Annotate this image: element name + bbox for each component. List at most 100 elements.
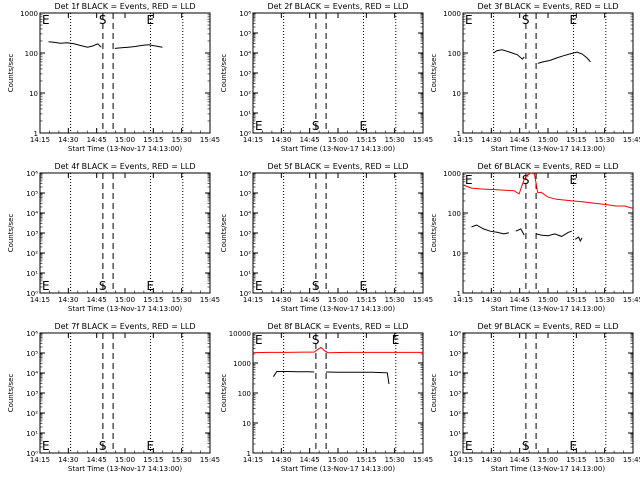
- x-tick-label: 15:45: [623, 456, 640, 464]
- data-series-line: [574, 236, 583, 243]
- x-axis-label: Start Time (13-Nov-17 14:13:00): [68, 465, 182, 473]
- x-tick-label: 14:15: [243, 456, 263, 464]
- y-tick-label: 10¹: [26, 430, 38, 438]
- x-tick-label: 15:45: [200, 456, 220, 464]
- x-tick-label: 15:15: [356, 456, 376, 464]
- x-tick-label: 14:45: [87, 456, 107, 464]
- y-tick-label: 1000: [443, 170, 461, 178]
- plot-panel-3: Det 3f BLACK = Events, RED = LLD Counts/s…: [430, 2, 640, 153]
- x-tick-label: 15:00: [115, 136, 135, 144]
- y-tick-label: 1: [457, 130, 461, 138]
- event-marker-label: E: [42, 439, 50, 453]
- x-tick-label: 15:00: [115, 296, 135, 304]
- data-series-line: [326, 371, 390, 385]
- plot-title: Det 2f BLACK = Events, RED = LLD: [267, 2, 408, 11]
- plot-frame: [252, 12, 424, 134]
- x-tick-label: 14:15: [243, 296, 263, 304]
- event-marker-label: E: [465, 173, 473, 187]
- y-axis-label: Counts/sec: [430, 54, 438, 93]
- y-tick-label: 10³: [449, 390, 461, 398]
- event-marker-label: E: [570, 13, 578, 27]
- x-tick-label: 15:00: [328, 296, 348, 304]
- y-tick-label: 10⁵: [26, 350, 38, 358]
- x-tick-label: 15:15: [143, 456, 163, 464]
- y-tick-label: 10⁵: [26, 190, 38, 198]
- x-tick-label: 15:15: [566, 296, 586, 304]
- y-tick-label: 10³: [26, 390, 38, 398]
- plot-panel-1: Det 1f BLACK = Events, RED = LLD Counts/s…: [7, 2, 220, 153]
- x-axis-label: Start Time (13-Nov-17 14:13:00): [491, 465, 605, 473]
- x-axis-label: Start Time (13-Nov-17 14:13:00): [281, 465, 395, 473]
- x-tick-label: 14:45: [300, 296, 320, 304]
- data-series-line: [462, 172, 634, 209]
- y-axis-label: Counts/sec: [220, 374, 228, 413]
- x-tick-label: 15:30: [385, 456, 405, 464]
- x-tick-label: 15:30: [385, 296, 405, 304]
- plot-frame: [252, 172, 424, 294]
- plot-frame: [252, 332, 424, 454]
- data-series-line: [471, 224, 510, 235]
- plot-panel-7: Det 7f BLACK = Events, RED = LLD Counts/s…: [7, 322, 220, 473]
- x-axis-label: Start Time (13-Nov-17 14:13:00): [491, 305, 605, 313]
- y-tick-label: 10⁰: [26, 450, 38, 458]
- x-tick-label: 15:45: [623, 296, 640, 304]
- y-tick-label: 10⁴: [239, 210, 251, 218]
- x-tick-label: 15:30: [595, 456, 615, 464]
- y-tick-label: 10²: [239, 250, 251, 258]
- x-axis-label: Start Time (13-Nov-17 14:13:00): [491, 145, 605, 153]
- x-tick-label: 14:45: [510, 456, 530, 464]
- plot-panel-2: Det 2f BLACK = Events, RED = LLD Counts/s…: [220, 2, 433, 153]
- x-tick-label: 14:15: [243, 136, 263, 144]
- event-marker-label: E: [360, 279, 368, 293]
- y-tick-label: 10²: [239, 90, 251, 98]
- event-marker-label: S: [312, 119, 320, 133]
- x-tick-label: 15:30: [172, 456, 192, 464]
- plot-title: Det 8f BLACK = Events, RED = LLD: [267, 322, 408, 331]
- x-tick-label: 14:15: [453, 296, 473, 304]
- x-tick-label: 15:15: [356, 296, 376, 304]
- data-series-line: [515, 228, 525, 236]
- data-series-line: [48, 41, 102, 48]
- y-axis-label: Counts/sec: [220, 214, 228, 253]
- x-tick-label: 14:15: [30, 296, 50, 304]
- x-tick-label: 15:00: [538, 136, 558, 144]
- x-tick-label: 15:45: [200, 296, 220, 304]
- y-tick-label: 10¹: [449, 430, 461, 438]
- y-axis-label: Counts/sec: [430, 214, 438, 253]
- y-tick-label: 10: [452, 250, 461, 258]
- x-tick-label: 14:15: [30, 136, 50, 144]
- plot-title: Det 9f BLACK = Events, RED = LLD: [477, 322, 618, 331]
- y-tick-label: 10⁰: [449, 450, 461, 458]
- data-series-line: [535, 230, 572, 237]
- y-tick-label: 10³: [239, 70, 251, 78]
- event-marker-label: S: [99, 279, 107, 293]
- x-tick-label: 15:45: [413, 456, 433, 464]
- x-tick-label: 14:30: [481, 296, 501, 304]
- x-axis-label: Start Time (13-Nov-17 14:13:00): [281, 145, 395, 153]
- y-tick-label: 1: [457, 290, 461, 298]
- y-tick-label: 10⁶: [239, 170, 251, 178]
- y-tick-label: 10⁶: [239, 10, 251, 18]
- y-axis-label: Counts/sec: [7, 214, 15, 253]
- x-axis-label: Start Time (13-Nov-17 14:13:00): [68, 305, 182, 313]
- event-marker-label: E: [147, 439, 155, 453]
- event-marker-label: E: [255, 333, 263, 347]
- x-tick-label: 14:30: [481, 136, 501, 144]
- event-marker-label: E: [570, 439, 578, 453]
- event-marker-label: E: [147, 13, 155, 27]
- y-axis-label: Counts/sec: [430, 374, 438, 413]
- plot-frame: [39, 332, 211, 454]
- plot-panel-6: Det 6f BLACK = Events, RED = LLD Counts/s…: [430, 162, 640, 313]
- event-marker-label: E: [42, 279, 50, 293]
- x-tick-label: 14:45: [510, 296, 530, 304]
- event-marker-label: S: [312, 333, 320, 347]
- x-tick-label: 15:30: [595, 136, 615, 144]
- x-tick-label: 15:30: [385, 136, 405, 144]
- y-tick-label: 1000: [233, 360, 251, 368]
- x-tick-label: 15:15: [566, 456, 586, 464]
- y-tick-label: 10: [242, 420, 251, 428]
- y-tick-label: 100: [25, 50, 38, 58]
- x-tick-label: 15:15: [143, 296, 163, 304]
- y-tick-label: 10: [29, 90, 38, 98]
- x-tick-label: 15:00: [115, 456, 135, 464]
